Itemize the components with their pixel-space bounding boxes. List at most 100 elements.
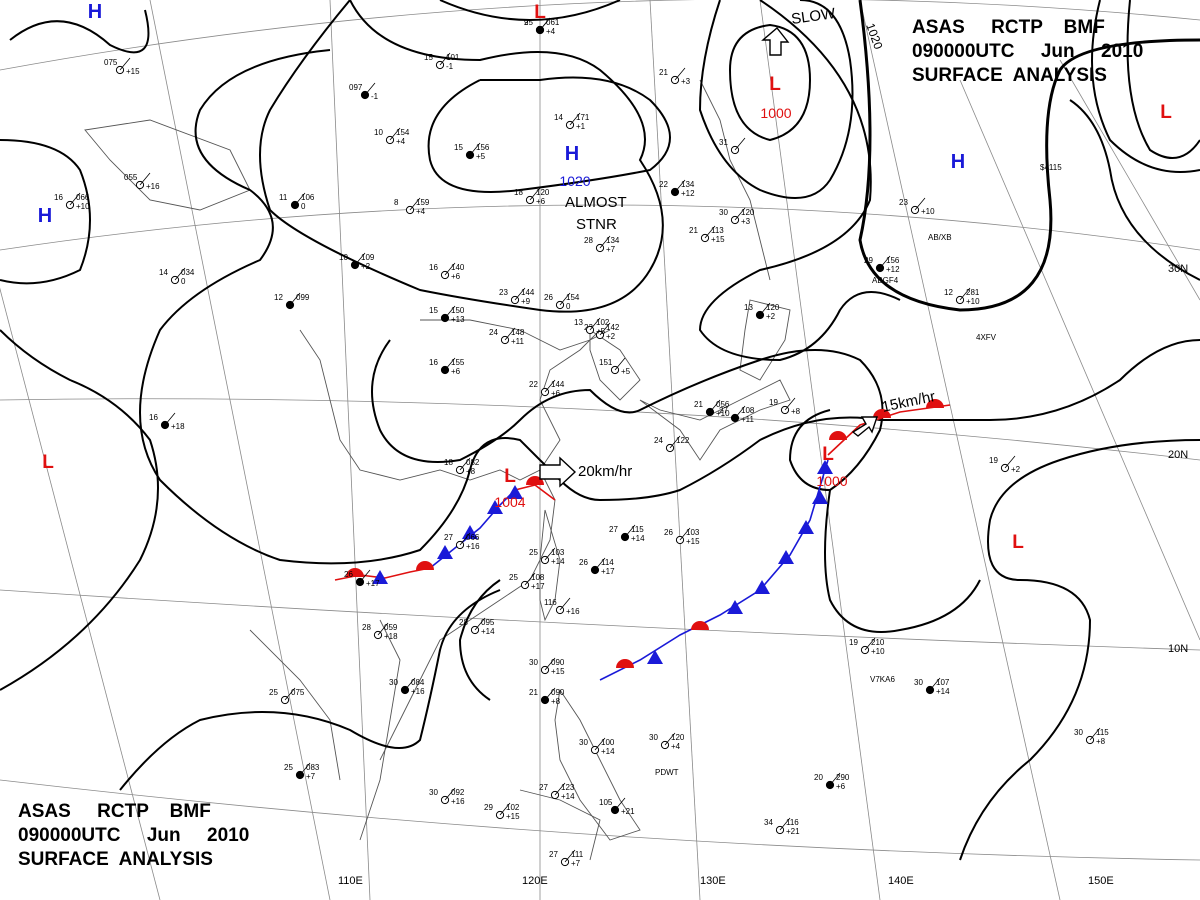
station-temp: 15	[454, 143, 463, 152]
station-plot: 14 171+1	[554, 112, 590, 131]
station-plot: 30 115+8	[1074, 727, 1109, 746]
station-temp: 14	[159, 268, 168, 277]
high-center: H	[88, 1, 102, 23]
cold-front-triangle	[372, 570, 388, 584]
warm-front-semicircle	[616, 659, 634, 668]
station-tendency: +14	[601, 747, 615, 756]
station-pressure: 066	[76, 193, 90, 202]
station-temp: 151	[599, 358, 613, 367]
station-tendency: +17	[601, 567, 615, 576]
wind-barb	[539, 17, 551, 31]
station-temp: 30	[429, 788, 438, 797]
wind-barb	[704, 225, 716, 239]
station-tendency: +16	[466, 542, 480, 551]
station-tendency: +3	[741, 217, 751, 226]
meridian-line	[859, 0, 1061, 900]
station-pressure: 108	[531, 573, 545, 582]
station-tendency: +14	[481, 627, 495, 636]
station-temp: 30	[529, 658, 538, 667]
station-plot: 19 +2	[989, 455, 1021, 474]
wind-barb	[559, 597, 571, 611]
station-plot: 16 066+10	[54, 192, 90, 211]
station-plot: 27 115+14	[609, 524, 645, 543]
station-temp: 30	[579, 738, 588, 747]
coastline	[249, 629, 341, 781]
station-pressure: 066	[466, 533, 480, 542]
meridian-line	[649, 0, 701, 900]
station-plot: 10 109+2	[339, 252, 375, 271]
station-temp: 19	[769, 398, 778, 407]
station-plot: 30 120+3	[719, 207, 755, 226]
station-pressure: 171	[576, 113, 590, 122]
station-pressure: 100	[601, 738, 615, 747]
station-temp: 097	[349, 83, 363, 92]
wind-barb	[499, 802, 511, 816]
coastline	[739, 299, 791, 381]
station-temp: 116	[544, 598, 557, 607]
wind-barb	[504, 327, 516, 341]
station-pressure: 113	[711, 226, 724, 235]
wind-barb	[544, 687, 556, 701]
station-plot: 21 +3	[659, 67, 691, 86]
station-plot: 22 134+12	[659, 179, 695, 198]
wind-barb	[294, 192, 306, 206]
station-pressure: 111	[571, 850, 584, 859]
station-tendency: +21	[786, 827, 800, 836]
wind-barb	[564, 849, 576, 863]
station-tendency: +15	[126, 67, 140, 76]
cold-front-triangle	[812, 490, 828, 504]
station-temp: 27	[444, 533, 453, 542]
station-plot: 19 +8	[769, 397, 801, 416]
parallel-line	[0, 398, 1200, 461]
station-tendency: +1	[576, 122, 586, 131]
wind-barb	[444, 787, 456, 801]
station-tendency: +17	[366, 579, 380, 588]
isobar-line	[139, 49, 1200, 565]
high-center: H	[38, 205, 52, 227]
annotation-stnr: STNR	[576, 216, 617, 233]
parallel-line	[0, 589, 1200, 651]
isobar-line	[698, 0, 854, 199]
station-pressure: 083	[306, 763, 320, 772]
wind-barb	[119, 57, 131, 71]
station-tendency: +2	[361, 262, 371, 271]
wind-barb	[174, 267, 186, 281]
station-temp: 21	[529, 688, 538, 697]
station-tendency: +16	[411, 687, 425, 696]
wind-barb	[164, 412, 176, 426]
longitude-label: 140E	[888, 875, 914, 887]
station-pressure: 122	[676, 436, 690, 445]
station-tendency: +15	[551, 667, 565, 676]
motion-arrow	[539, 456, 577, 488]
station-temp: 31	[719, 138, 728, 147]
station-temp: 27	[719, 406, 728, 415]
station-tendency: +8	[1096, 737, 1106, 746]
station-temp: 055	[124, 173, 138, 182]
station-plot: 27 066+16	[444, 532, 480, 551]
station-temp: 20	[814, 773, 823, 782]
meridian-line	[959, 79, 1200, 641]
station-plot: 055 +16	[124, 172, 160, 191]
low-center: L	[769, 74, 781, 95]
fronts	[334, 26, 951, 681]
station-pressure: 134	[606, 236, 620, 245]
station-plot: 30 090+15	[529, 657, 565, 676]
coastline	[379, 469, 556, 761]
station-tendency: +7	[606, 245, 616, 254]
wind-barb	[529, 187, 541, 201]
station-temp: 21	[659, 68, 668, 77]
station-pressure: 281	[966, 288, 980, 297]
station-tendency: +9	[521, 297, 531, 306]
station-temp: 9	[524, 18, 529, 27]
wind-barb	[594, 737, 606, 751]
station-pressure: 123	[561, 783, 575, 792]
station-pressure: 150	[451, 306, 465, 315]
station-temp: 15	[424, 53, 433, 62]
station-pressure: 156	[886, 256, 900, 265]
station-pressure: 102	[596, 318, 610, 327]
cold-front-triangle	[727, 600, 743, 614]
station-pressure: 090	[551, 658, 565, 667]
station-plot: 19 210+10	[849, 637, 885, 656]
